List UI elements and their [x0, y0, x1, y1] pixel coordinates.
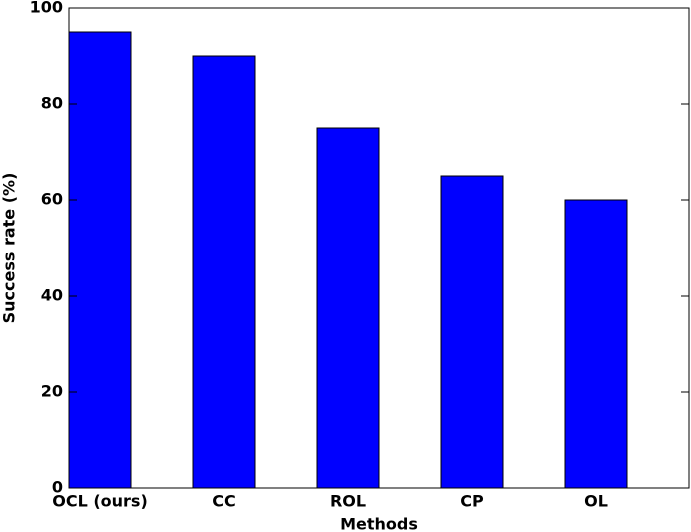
bar — [316, 127, 380, 489]
bar — [564, 199, 628, 489]
x-axis-label: Methods — [340, 515, 418, 532]
y-tick-label: 20 — [41, 382, 63, 401]
bar — [192, 55, 256, 489]
y-tick-label: 60 — [41, 190, 63, 209]
y-tick-label: 40 — [41, 286, 63, 305]
x-tick-label: OCL (ours) — [52, 492, 148, 511]
x-tick-label: OL — [584, 492, 608, 511]
x-tick-label: CP — [460, 492, 484, 511]
bar — [68, 31, 132, 489]
y-tick-label: 80 — [41, 94, 63, 113]
plot-frame — [68, 7, 690, 489]
y-tick-label: 0 — [52, 478, 63, 497]
bar — [440, 175, 504, 489]
x-tick-label: ROL — [330, 492, 366, 511]
x-tick-label: CC — [212, 492, 235, 511]
y-tick-label: 100 — [30, 0, 63, 17]
y-axis-label: Success rate (%) — [0, 173, 19, 324]
